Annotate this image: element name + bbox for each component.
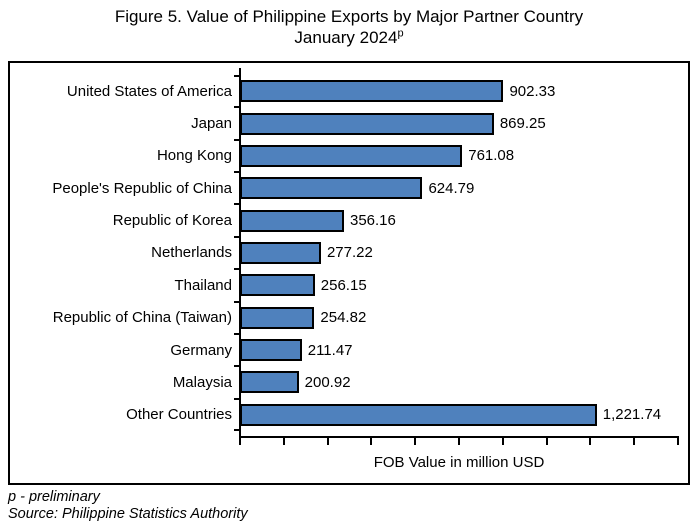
category-label: Republic of China (Taiwan) <box>52 309 232 327</box>
category-tick <box>234 138 240 141</box>
x-tick <box>326 438 329 445</box>
value-label: 200.92 <box>304 373 351 391</box>
x-axis-ticks <box>239 438 679 446</box>
bar-row: Japan 869.25 <box>10 107 679 139</box>
bar <box>240 112 494 135</box>
value-label: 356.16 <box>349 212 396 230</box>
category-label: People's Republic of China <box>52 179 232 197</box>
footnote-source: Source: Philippine Statistics Authority <box>8 506 248 522</box>
x-tick <box>458 438 460 445</box>
category-label: Germany <box>170 341 232 359</box>
value-label: 1,221.74 <box>602 406 662 424</box>
value-label: 761.08 <box>468 147 515 165</box>
bar-row: Other Countries 1,221.74 <box>10 399 679 431</box>
bar-row: Republic of Korea 356.16 <box>10 204 679 236</box>
value-label: 624.79 <box>428 179 475 197</box>
category-tick <box>234 268 240 271</box>
value-label: 211.47 <box>307 341 353 359</box>
category-label: Netherlands <box>151 244 232 262</box>
category-label: Thailand <box>174 276 232 294</box>
bar-row: Thailand 256.15 <box>10 269 679 301</box>
category-tick <box>234 171 240 174</box>
x-axis-title: FOB Value in million USD <box>373 454 545 471</box>
category-label: Republic of Korea <box>112 212 232 230</box>
category-label: United States of America <box>66 82 232 100</box>
x-tick <box>414 438 417 445</box>
bar <box>240 306 315 329</box>
category-tick <box>234 75 240 77</box>
chart-title-line2-text: January 2024 <box>294 28 398 47</box>
bar-row: People's Republic of China 624.79 <box>10 172 679 204</box>
bar-row: Hong Kong 761.08 <box>10 140 679 172</box>
x-tick <box>589 438 592 445</box>
x-tick <box>501 438 504 445</box>
category-label: Malaysia <box>172 373 232 391</box>
chart-frame: United States of America 902.33 Japan 86… <box>8 61 690 485</box>
bar <box>240 144 463 167</box>
chart-title: Figure 5. Value of Philippine Exports by… <box>0 6 698 48</box>
bar <box>240 339 302 362</box>
category-tick <box>234 365 240 368</box>
category-tick <box>234 429 240 431</box>
x-tick <box>545 438 548 445</box>
bar-row: Republic of China (Taiwan) 254.82 <box>10 302 679 334</box>
x-tick <box>239 438 241 445</box>
value-label: 256.15 <box>320 276 367 294</box>
chart-title-line1: Figure 5. Value of Philippine Exports by… <box>114 7 584 26</box>
category-tick <box>234 397 240 400</box>
category-tick <box>234 106 240 109</box>
bar-row: Malaysia 200.92 <box>10 366 679 398</box>
bar <box>240 371 299 394</box>
category-label: Japan <box>191 115 232 133</box>
bar <box>240 80 504 103</box>
bar-row: Netherlands 277.22 <box>10 237 679 269</box>
bar-row: Germany 211.47 <box>10 334 679 366</box>
category-tick <box>234 203 240 206</box>
bar <box>240 274 315 297</box>
value-label: 254.82 <box>320 309 367 327</box>
x-tick <box>282 438 285 445</box>
footnote-preliminary: p - preliminary <box>8 489 100 505</box>
category-tick <box>234 332 240 335</box>
bar <box>240 403 597 426</box>
category-label: Hong Kong <box>156 147 232 165</box>
value-label: 869.25 <box>499 115 546 133</box>
bar <box>240 209 344 232</box>
value-label: 902.33 <box>509 82 556 100</box>
value-label: 277.22 <box>326 244 373 262</box>
x-tick <box>370 438 373 445</box>
bar-row: United States of America 902.33 <box>10 75 679 107</box>
chart-title-line2: January 2024p <box>0 27 698 48</box>
category-label: Other Countries <box>126 406 232 424</box>
bar <box>240 241 321 264</box>
category-tick <box>234 235 240 238</box>
category-axis-ticks <box>234 75 240 431</box>
bar-rows: United States of America 902.33 Japan 86… <box>10 75 679 431</box>
x-tick <box>633 438 636 445</box>
x-axis-line <box>239 436 679 438</box>
y-axis-line <box>239 68 241 438</box>
bar <box>240 177 423 200</box>
category-tick <box>234 300 240 303</box>
preliminary-superscript: p <box>397 27 404 40</box>
x-tick <box>677 438 679 445</box>
